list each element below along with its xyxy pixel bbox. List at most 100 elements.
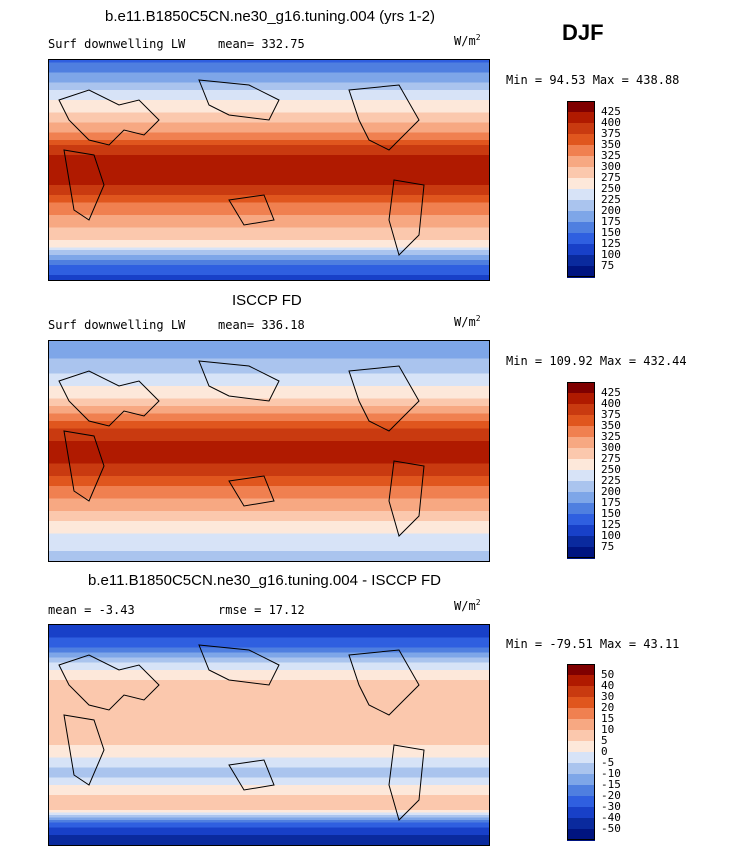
map-band — [49, 115, 489, 119]
map-band — [49, 441, 489, 445]
map-band — [49, 483, 489, 487]
panel-1-minmax: Min = 94.53 Max = 438.88 — [506, 73, 680, 87]
coastline-outline — [388, 460, 425, 537]
map-band — [49, 105, 489, 109]
map-band — [49, 700, 489, 704]
map-band — [49, 343, 489, 347]
map-band — [49, 795, 489, 799]
map-band — [49, 787, 489, 791]
map-band — [49, 632, 489, 636]
panel-2-mean-label: mean= 336.18 — [218, 318, 305, 332]
map-band — [49, 260, 489, 264]
map-band — [49, 453, 489, 457]
map-band — [49, 200, 489, 204]
map-band — [49, 822, 489, 826]
map-band — [49, 526, 489, 530]
coastline-outline — [198, 360, 280, 402]
map-band — [49, 160, 489, 164]
map-band — [49, 140, 489, 144]
map-band — [49, 647, 489, 651]
colorbar-tick-label: 75 — [601, 259, 615, 272]
map-band — [49, 767, 489, 771]
colorbar-tick-label: 350 — [601, 138, 621, 151]
colorbar-tick-label: 30 — [601, 690, 615, 703]
panel-2-colorbar: 425 400 375 350 325 300 275 250 225 200 175 150 125 1… — [567, 382, 647, 559]
map-band — [49, 827, 489, 831]
colorbar-tick-label: 275 — [601, 171, 621, 184]
map-band — [49, 717, 489, 721]
map-band — [49, 740, 489, 744]
map-band — [49, 546, 489, 550]
map-band — [49, 630, 489, 634]
colorbar-swatch — [567, 255, 595, 267]
map-band — [49, 777, 489, 781]
colorbar-tick-label: 375 — [601, 127, 621, 140]
colorbar-swatch — [567, 437, 595, 449]
colorbar-tick-label: 15 — [601, 712, 615, 725]
map-band — [49, 137, 489, 141]
map-band — [49, 378, 489, 382]
colorbar-tick-label: -15 — [601, 778, 621, 791]
colorbar-swatch — [567, 547, 595, 559]
map-band — [49, 687, 489, 691]
colorbar-tick-label: 150 — [601, 226, 621, 239]
map-band — [49, 528, 489, 532]
map-band — [49, 142, 489, 146]
map-band — [49, 368, 489, 372]
map-band — [49, 346, 489, 350]
colorbar-tick-label: 300 — [601, 441, 621, 454]
colorbar-tick-label: 325 — [601, 149, 621, 162]
map-band — [49, 710, 489, 714]
map-band — [49, 660, 489, 664]
map-band — [49, 60, 489, 64]
map-band — [49, 695, 489, 699]
map-band — [49, 640, 489, 644]
map-band — [49, 456, 489, 460]
map-band — [49, 675, 489, 679]
map-band — [49, 842, 489, 845]
map-band — [49, 802, 489, 806]
map-band — [49, 433, 489, 437]
coastline-outline — [58, 370, 160, 427]
map-band — [49, 790, 489, 794]
colorbar-swatch — [567, 200, 595, 212]
map-band — [49, 75, 489, 79]
map-band — [49, 438, 489, 442]
map-band — [49, 531, 489, 535]
colorbar-swatch — [567, 266, 595, 278]
colorbar-swatch — [567, 112, 595, 124]
map-band — [49, 65, 489, 69]
map-band — [49, 812, 489, 816]
colorbar-tick-label: 125 — [601, 237, 621, 250]
colorbar-tick-label: 325 — [601, 430, 621, 443]
map-band — [49, 70, 489, 74]
map-band — [49, 835, 489, 839]
colorbar-tick-label: 275 — [601, 452, 621, 465]
map-band — [49, 830, 489, 834]
map-band — [49, 82, 489, 86]
map-band — [49, 157, 489, 161]
map-band — [49, 670, 489, 674]
coastline-outline — [348, 84, 420, 151]
map-band — [49, 152, 489, 156]
map-band — [49, 222, 489, 226]
colorbar-swatch — [567, 211, 595, 223]
colorbar-tick-label: 50 — [601, 668, 615, 681]
colorbar-swatch — [567, 459, 595, 471]
map-band — [49, 235, 489, 239]
map-band — [49, 421, 489, 425]
colorbar-swatch — [567, 189, 595, 201]
map-band — [49, 215, 489, 219]
map-band — [49, 245, 489, 249]
colorbar-tick-label: 175 — [601, 496, 621, 509]
map-band — [49, 170, 489, 174]
colorbar-swatch — [567, 664, 595, 676]
colorbar-swatch — [567, 686, 595, 698]
map-band — [49, 558, 489, 561]
map-band — [49, 533, 489, 537]
map-band — [49, 553, 489, 557]
map-band — [49, 356, 489, 360]
map-band — [49, 820, 489, 824]
map-band — [49, 351, 489, 355]
map-band — [49, 267, 489, 271]
